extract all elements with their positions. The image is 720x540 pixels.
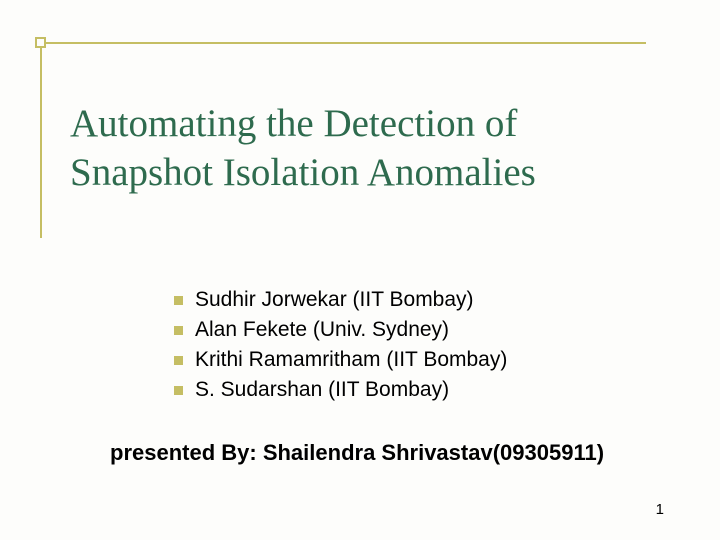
author-text: S. Sudarshan (IIT Bombay)	[195, 378, 449, 402]
author-item: S. Sudarshan (IIT Bombay)	[174, 378, 634, 402]
bullet-icon	[174, 386, 183, 395]
bullet-icon	[174, 326, 183, 335]
author-item: Krithi Ramamritham (IIT Bombay)	[174, 348, 634, 372]
presenter-text: presented By: Shailendra Shrivastav(0930…	[110, 440, 604, 466]
page-number: 1	[656, 501, 664, 518]
author-text: Alan Fekete (Univ. Sydney)	[195, 318, 449, 342]
author-text: Krithi Ramamritham (IIT Bombay)	[195, 348, 507, 372]
author-item: Alan Fekete (Univ. Sydney)	[174, 318, 634, 342]
bullet-icon	[174, 356, 183, 365]
decorative-border-left	[40, 42, 42, 238]
bullet-icon	[174, 296, 183, 305]
author-item: Sudhir Jorwekar (IIT Bombay)	[174, 288, 634, 312]
decorative-border-top	[40, 42, 646, 44]
decorative-corner-square	[35, 37, 46, 48]
author-text: Sudhir Jorwekar (IIT Bombay)	[195, 288, 474, 312]
slide-title: Automating the Detection of Snapshot Iso…	[70, 100, 650, 198]
authors-list: Sudhir Jorwekar (IIT Bombay) Alan Fekete…	[174, 288, 634, 408]
